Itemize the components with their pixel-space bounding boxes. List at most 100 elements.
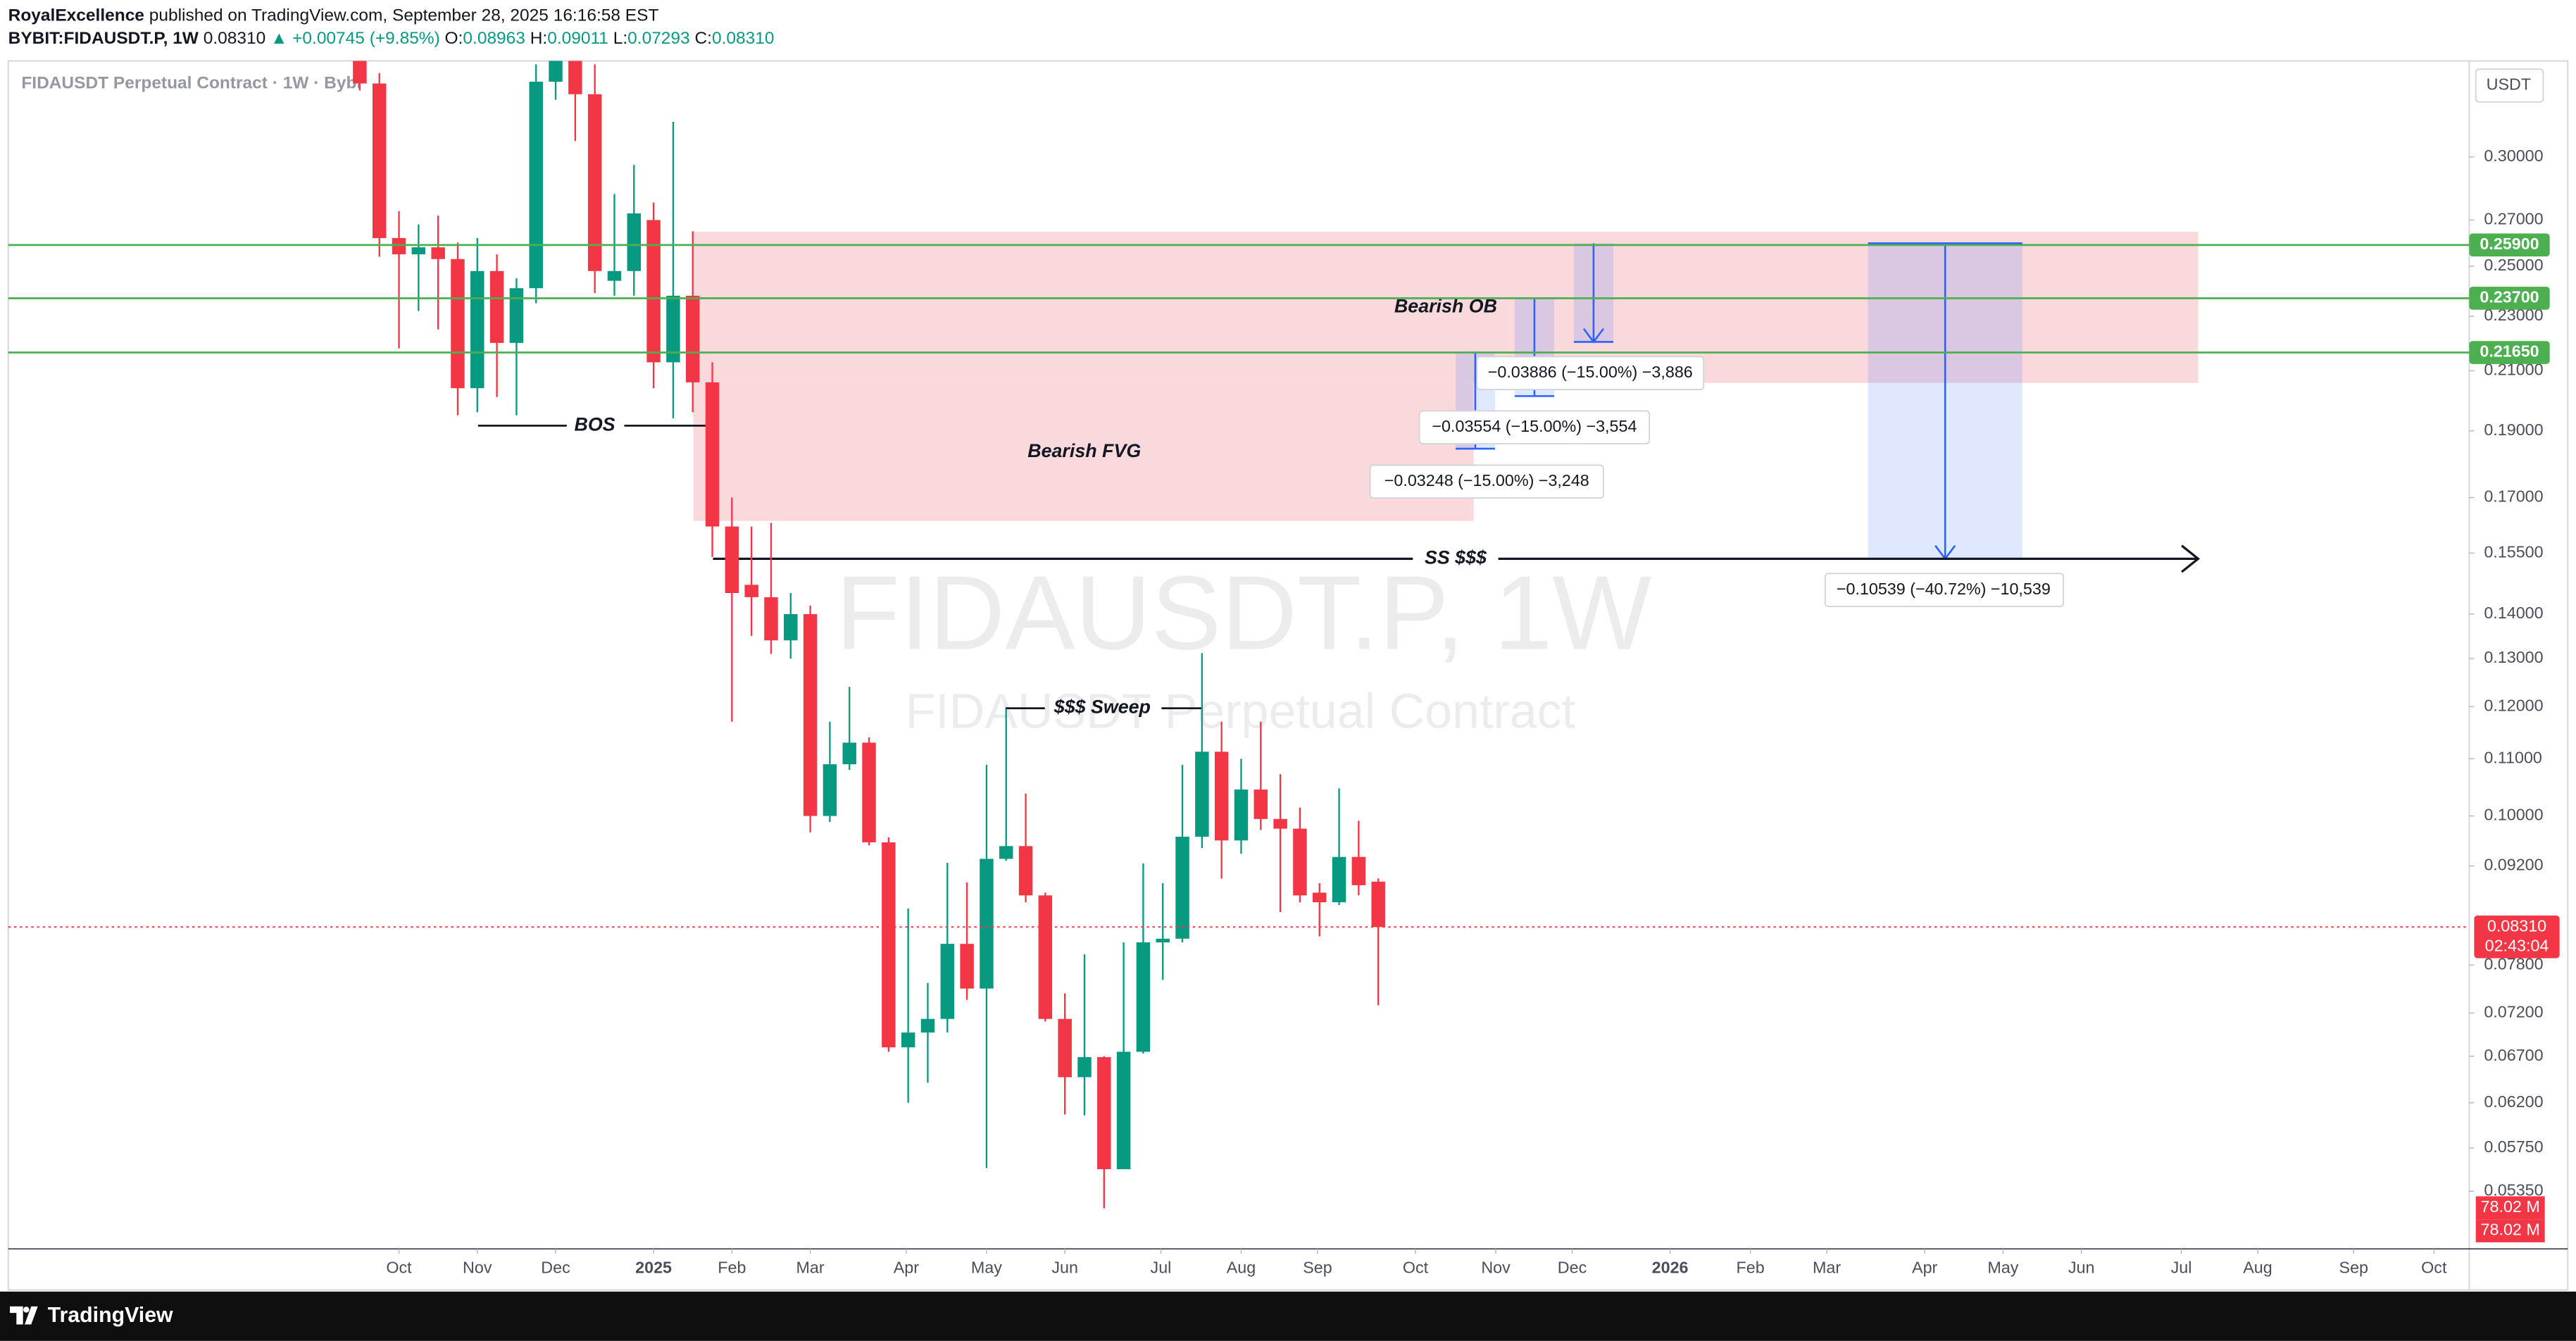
measure-label-box (1824, 573, 2065, 607)
y-tick-label: 0.13000 (2484, 648, 2543, 666)
x-tick-label: May (1987, 1258, 2018, 1276)
candle-body (1371, 881, 1385, 928)
x-tick-label: Sep (2339, 1258, 2368, 1276)
candle-body (529, 82, 543, 289)
x-tick-label: Sep (1303, 1258, 1332, 1276)
change: ▲ +0.00745 (+9.85%) (270, 30, 440, 49)
candle-body (862, 742, 876, 842)
measures (1455, 242, 2022, 561)
candle-body (1273, 818, 1287, 829)
y-tick-label: 0.06700 (2484, 1046, 2543, 1064)
watermark-sub: FIDAUSDT Perpetual Contract (906, 683, 1575, 738)
low: 0.07293 (627, 30, 690, 49)
x-tick-label: Mar (1813, 1258, 1841, 1276)
y-tick-label: 0.06200 (2484, 1092, 2543, 1111)
publisher-line: RoyalExcellence published on TradingView… (8, 6, 659, 25)
candle-body (470, 270, 484, 389)
candle-body (1195, 751, 1209, 837)
y-tick-label: 0.09200 (2484, 856, 2543, 874)
x-tick-label: Jun (2068, 1258, 2095, 1276)
currency: USDT (2487, 75, 2531, 94)
candle-body (1018, 846, 1033, 896)
candle-body (764, 597, 778, 641)
ss-arrowhead (2181, 544, 2201, 573)
y-tick-label: 0.11000 (2484, 748, 2542, 766)
candle-body (1253, 790, 1268, 819)
close: 0.08310 (712, 30, 775, 49)
high: 0.09011 (547, 30, 608, 49)
candle-body (784, 613, 798, 641)
x-tick-label: Aug (2243, 1258, 2272, 1276)
bearish-fvg-zone (693, 382, 1474, 521)
candle-body (920, 1018, 935, 1033)
candle-body (960, 944, 974, 989)
candle-body (431, 247, 445, 259)
brand-logo-dot (23, 1306, 30, 1313)
annotation-fvg: Bearish FVG (1027, 440, 1141, 461)
level-label-box (2469, 341, 2550, 364)
quote-line: BYBIT:FIDAUSDT.P, 1W 0.08310 ▲ +0.00745 … (8, 30, 775, 49)
candle-body (705, 382, 720, 527)
candle-body (568, 61, 582, 94)
x-tick-label: Nov (463, 1258, 492, 1276)
candle-body (1214, 751, 1229, 841)
x-tick-label: 2025 (635, 1258, 672, 1276)
x-tick-label: May (971, 1258, 1002, 1276)
x-tick-label: Oct (386, 1258, 412, 1276)
candle-body (607, 270, 622, 281)
candle-body (803, 613, 818, 816)
y-tick-label: 0.07200 (2484, 1003, 2543, 1021)
candle-body (451, 258, 465, 389)
x-tick-label: Apr (894, 1258, 920, 1276)
frame (7, 60, 2569, 1291)
measure-label-box (1476, 356, 1705, 391)
candle-body (1097, 1056, 1111, 1170)
axes: 0.300000.270000.250000.230000.210000.190… (8, 146, 2560, 1276)
candle-body (627, 213, 642, 271)
x-tick-label: Aug (1227, 1258, 1256, 1276)
symbol: BYBIT:FIDAUSDT.P, 1W (8, 30, 199, 49)
candle-body (549, 61, 563, 82)
last: 0.08310 (204, 30, 266, 49)
close-label: C: (694, 30, 712, 49)
last-price-box (2474, 915, 2560, 959)
candle-body (1313, 892, 1327, 903)
candle-body (646, 220, 661, 363)
measure-label-box (1369, 464, 1604, 499)
y-tick-label: 0.25000 (2484, 256, 2543, 274)
footer (0, 1291, 2576, 1341)
measure-label: −0.03554 (−15.00%) −3,554 (1432, 417, 1637, 435)
annotation-ss: SS $$$ (1425, 547, 1487, 568)
x-tick-label: Dec (1558, 1258, 1587, 1276)
candle-body (1136, 942, 1151, 1052)
candle-body (1116, 1052, 1131, 1170)
publisher: RoyalExcellence (8, 6, 144, 25)
candle-body (1038, 895, 1053, 1019)
candle-body (999, 846, 1013, 859)
candle-body (685, 295, 700, 382)
x-tick-label: Oct (1403, 1258, 1429, 1276)
x-tick-label: Oct (2421, 1258, 2447, 1276)
measure-label: −0.03886 (−15.00%) −3,886 (1488, 363, 1693, 381)
candle-body (901, 1033, 915, 1048)
candle-body (666, 295, 680, 363)
measure-label-box (1418, 410, 1651, 444)
level-label-box (2469, 233, 2550, 257)
x-tick-label: Nov (1481, 1258, 1511, 1276)
candle-body (1293, 828, 1307, 896)
brand-logo (9, 1306, 38, 1325)
annotation-sweep: $$$ Sweep (1053, 697, 1151, 718)
y-tick-label: 0.27000 (2484, 210, 2543, 228)
open-label: O: (445, 30, 463, 49)
bearish-ob-zone (693, 232, 2199, 383)
y-tick-label: 0.30000 (2484, 146, 2543, 165)
candle-body (980, 859, 994, 989)
y-tick-label: 0.14000 (2484, 604, 2543, 622)
volume-label: 78.02 M (2481, 1197, 2540, 1216)
last-price-label: 0.08310 (2487, 916, 2546, 935)
candle-body (392, 238, 406, 255)
low-label: L: (613, 30, 627, 49)
measure-label: −0.03248 (−15.00%) −3,248 (1384, 471, 1589, 489)
